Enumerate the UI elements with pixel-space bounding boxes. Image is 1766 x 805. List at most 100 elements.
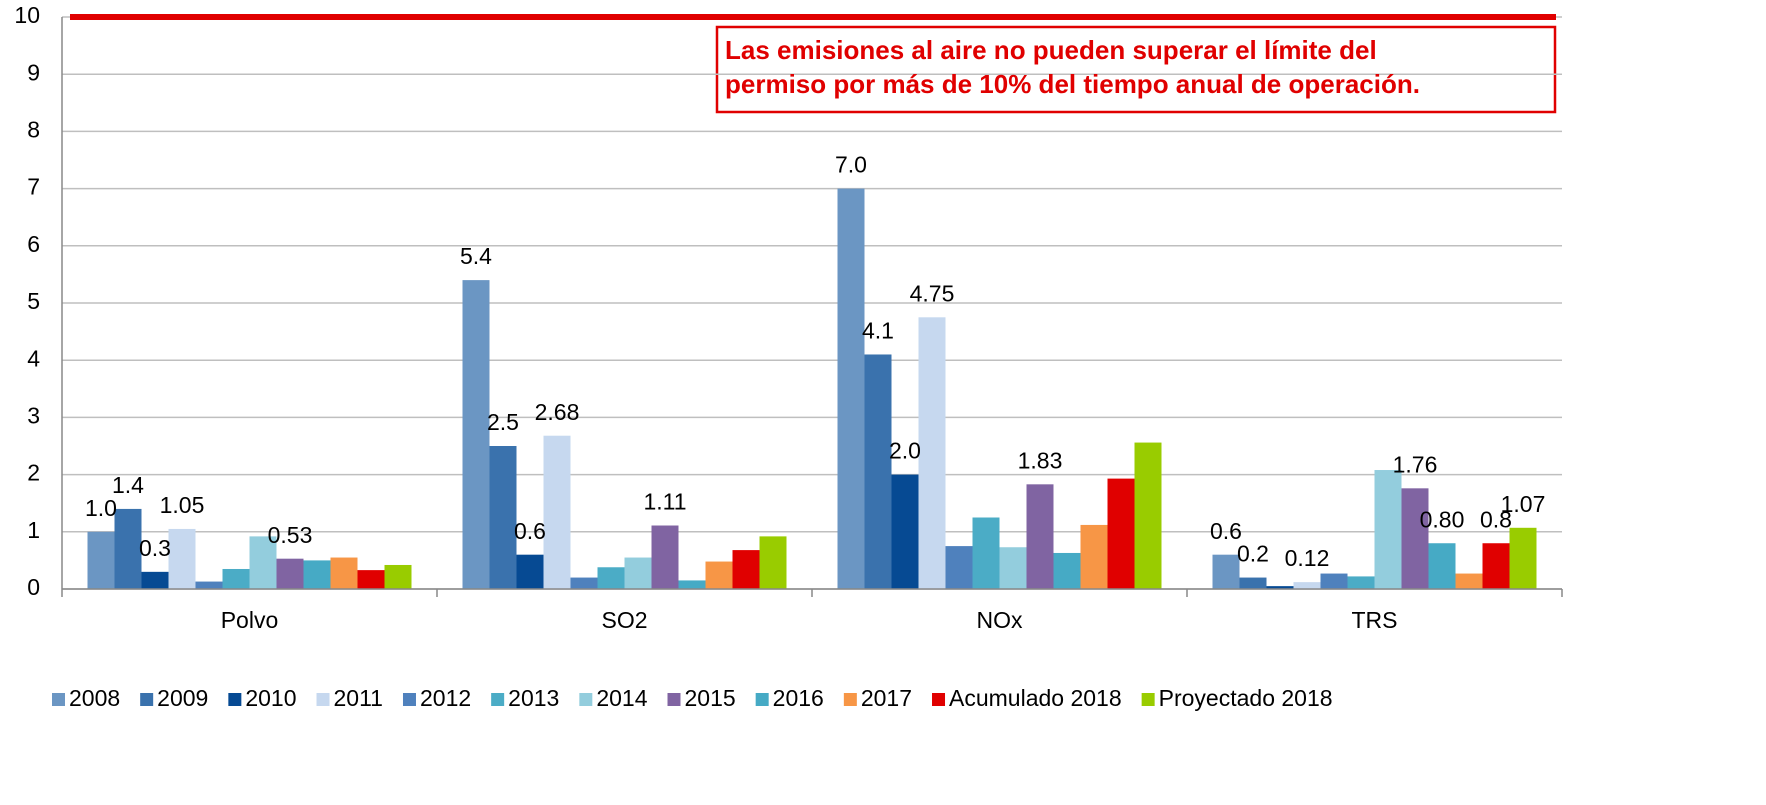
bar [570, 577, 598, 589]
y-tick-label: 8 [27, 116, 40, 142]
data-label: 0.8 [1480, 506, 1512, 532]
bar [1347, 576, 1375, 589]
y-tick-label: 10 [14, 2, 40, 28]
legend-label: 2010 [245, 685, 296, 711]
data-label: 2.5 [487, 409, 519, 435]
bar [1320, 573, 1348, 589]
bar [732, 550, 760, 589]
data-label: 7.0 [835, 152, 867, 178]
bar [918, 317, 946, 589]
bar [837, 188, 865, 589]
legend-swatch [402, 693, 416, 706]
bar [87, 531, 115, 589]
annotation-text: Las emisiones al aire no pueden superar … [725, 35, 1377, 65]
data-label: 1.76 [1393, 451, 1438, 477]
data-label: 2.68 [535, 399, 580, 425]
legend-label: Proyectado 2018 [1159, 685, 1333, 711]
bar [1428, 543, 1456, 589]
bar [1107, 478, 1135, 589]
legend-label: 2017 [861, 685, 912, 711]
bar [384, 564, 412, 589]
bar [945, 546, 973, 589]
legend-swatch [667, 693, 681, 706]
bar [864, 354, 892, 589]
data-label: 1.07 [1501, 491, 1546, 517]
bar [357, 570, 385, 589]
bar [330, 557, 358, 589]
bar [303, 560, 331, 589]
bar [543, 435, 571, 589]
bar [1239, 577, 1267, 589]
bar [597, 567, 625, 589]
data-label: 4.75 [910, 280, 955, 306]
bar [195, 581, 223, 589]
bar [516, 554, 544, 589]
data-label: 1.0 [85, 495, 117, 521]
legend-swatch [491, 693, 505, 706]
bar [1293, 582, 1321, 589]
bar [1080, 524, 1108, 589]
data-label: 1.4 [112, 472, 144, 498]
bar [1026, 484, 1054, 589]
bar [222, 568, 250, 589]
bar [678, 580, 706, 589]
data-label: 1.83 [1018, 447, 1063, 473]
x-tick-label: SO2 [601, 607, 647, 633]
bar [1401, 488, 1429, 589]
bar [276, 558, 304, 589]
y-tick-label: 0 [27, 574, 40, 600]
data-label: 4.1 [862, 318, 894, 344]
x-tick-label: NOx [977, 607, 1024, 633]
data-label: 2.0 [889, 438, 921, 464]
x-tick-label: TRS [1352, 607, 1398, 633]
y-tick-label: 4 [27, 345, 40, 371]
legend-label: 2015 [685, 685, 736, 711]
bar [759, 536, 787, 589]
bar [462, 280, 490, 589]
bar [705, 561, 733, 589]
y-tick-label: 7 [27, 174, 40, 200]
y-tick-label: 2 [27, 460, 40, 486]
y-tick-label: 3 [27, 402, 40, 428]
annotation-text: permiso por más de 10% del tiempo anual … [725, 69, 1420, 99]
data-label: 0.2 [1237, 541, 1269, 567]
bar [1212, 554, 1240, 589]
legend-label: 2008 [69, 685, 120, 711]
legend-swatch [932, 693, 946, 706]
bar [999, 547, 1027, 589]
legend-swatch [316, 693, 330, 706]
bar [651, 525, 679, 589]
data-label: 0.3 [139, 535, 171, 561]
y-tick-label: 5 [27, 288, 40, 314]
x-tick-label: Polvo [221, 607, 279, 633]
bar [1053, 552, 1081, 589]
y-tick-label: 9 [27, 59, 40, 85]
legend-label: Acumulado 2018 [949, 685, 1122, 711]
data-label: 0.80 [1420, 506, 1465, 532]
legend-label: 2012 [420, 685, 471, 711]
legend-label: 2011 [334, 685, 383, 711]
data-label: 0.6 [514, 518, 546, 544]
legend-swatch [755, 693, 769, 706]
bar [1509, 527, 1537, 589]
legend-swatch [52, 693, 65, 706]
legend-swatch [228, 693, 242, 706]
data-label: 0.6 [1210, 518, 1242, 544]
legend-swatch [579, 693, 593, 706]
legend-label: 2016 [773, 685, 824, 711]
data-label: 5.4 [460, 243, 492, 269]
bar [141, 571, 169, 589]
bar [1266, 586, 1294, 589]
bar [114, 508, 142, 589]
legend-label: 2014 [596, 685, 647, 711]
legend-label: 2013 [508, 685, 559, 711]
bar [1374, 470, 1402, 589]
annotation-box [715, 25, 1557, 114]
legend-swatch [1141, 693, 1155, 706]
bar [249, 536, 277, 589]
data-label: 1.11 [643, 489, 686, 515]
bar [1482, 543, 1510, 589]
legend-swatch [843, 693, 857, 706]
data-label: 0.12 [1285, 545, 1330, 571]
